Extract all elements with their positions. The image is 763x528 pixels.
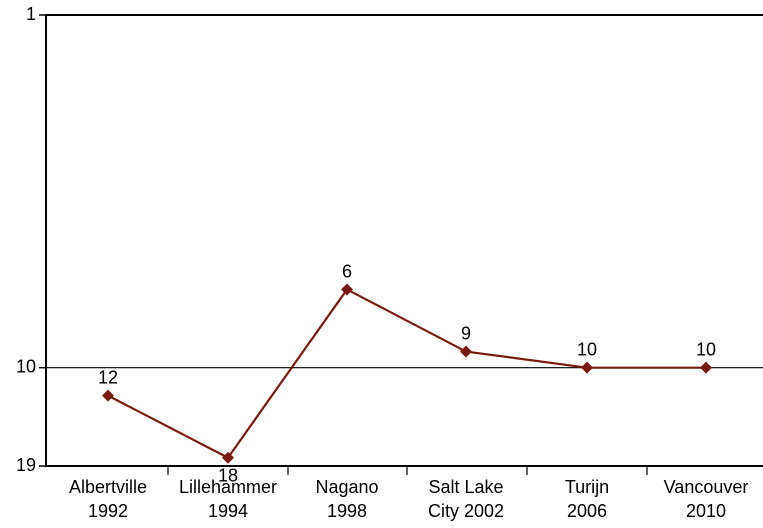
data-point-marker <box>460 345 472 358</box>
data-label: 6 <box>342 261 352 281</box>
x-tick-label: Nagano <box>315 477 378 497</box>
data-point-marker <box>102 389 114 402</box>
x-tick-label: Vancouver <box>664 477 749 497</box>
data-point-marker <box>222 451 234 464</box>
y-tick-label: 1 <box>26 4 36 24</box>
data-label: 10 <box>696 340 716 360</box>
x-tick-label: 2010 <box>686 501 726 521</box>
y-tick-labels: 1 10 19 <box>16 4 36 475</box>
x-tick-label: Salt Lake <box>428 477 503 497</box>
x-tick-label: 1992 <box>88 501 128 521</box>
x-tick-label: City 2002 <box>428 501 504 521</box>
y-tick-label: 19 <box>16 455 36 475</box>
x-tick-labels: Albertville 1992 Lillehammer 1994 Nagano 1998… <box>69 477 748 521</box>
x-tick-label: Albertville <box>69 477 147 497</box>
data-point-marker <box>700 361 712 374</box>
data-labels: 12 18 6 9 10 10 <box>98 261 716 485</box>
data-label: 18 <box>218 466 238 486</box>
x-tick-label: Turijn <box>565 477 609 497</box>
data-point-marker <box>581 361 593 374</box>
data-point-marker <box>341 283 353 296</box>
x-tick-label: 1998 <box>327 501 367 521</box>
series-group <box>102 283 712 464</box>
x-tick-label: Lillehammer <box>179 477 277 497</box>
series-line <box>107 288 706 459</box>
x-tick-label: 2006 <box>567 501 607 521</box>
data-label: 9 <box>461 324 471 344</box>
y-tick-label: 10 <box>16 356 36 376</box>
data-label: 10 <box>577 340 597 360</box>
x-tick-label: 1994 <box>208 501 248 521</box>
data-label: 12 <box>98 368 118 388</box>
axes-group <box>39 14 763 475</box>
